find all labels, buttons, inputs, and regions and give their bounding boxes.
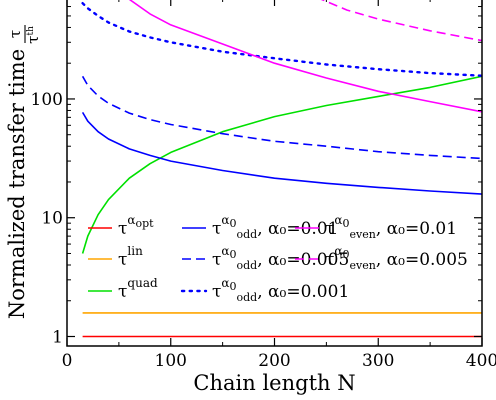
series-line-odd001 — [81, 111, 482, 195]
y-axis-title: Normalized transfer time τ τth — [5, 25, 42, 319]
y-tick-label: 100 — [31, 90, 63, 110]
x-tick-label: 0 — [62, 351, 73, 371]
x-axis-title: Chain length N — [193, 371, 355, 395]
legend: ταopt τlin τquad τα0odd, α₀=0.01 τα0odd, α₀=… — [88, 213, 468, 304]
frac-numerator: τ — [6, 30, 24, 38]
series-line-even0005 — [320, 0, 482, 42]
series-curves — [81, 0, 482, 338]
axis-tick-labels: 0 100 200 300 400 1 10 100 — [31, 90, 496, 371]
y-axis-title-fraction: τ τth — [6, 25, 42, 44]
legend-label-odd0005: τα0odd, α₀=0.005 — [212, 244, 349, 272]
x-tick-label: 300 — [362, 351, 394, 371]
frac-denominator: τth — [24, 26, 42, 44]
series-line-odd0001 — [81, 2, 482, 77]
y-axis-title-text: Normalized transfer time — [5, 49, 29, 319]
series-line-even001 — [128, 0, 482, 113]
legend-label-even001: τα0even, α₀=0.01 — [325, 213, 457, 241]
y-tick-label: 1 — [52, 327, 63, 347]
legend-label-quad: τquad — [118, 276, 158, 302]
x-tick-label: 200 — [258, 351, 290, 371]
y-tick-label: 10 — [41, 209, 63, 229]
legend-label-lin: τlin — [118, 244, 143, 270]
x-tick-label: 100 — [155, 351, 187, 371]
legend-label-even0005: τα0even, α₀=0.005 — [325, 244, 468, 272]
series-line-quad — [81, 75, 482, 254]
legend-label-odd001: τα0odd, α₀=0.01 — [212, 213, 338, 241]
x-tick-label: 400 — [466, 351, 496, 371]
legend-label-odd0001: τα0odd, α₀=0.001 — [212, 276, 349, 304]
series-line-odd0005 — [81, 75, 482, 160]
legend-label-opt: ταopt — [118, 213, 154, 239]
axis-ticks — [66, 0, 483, 346]
